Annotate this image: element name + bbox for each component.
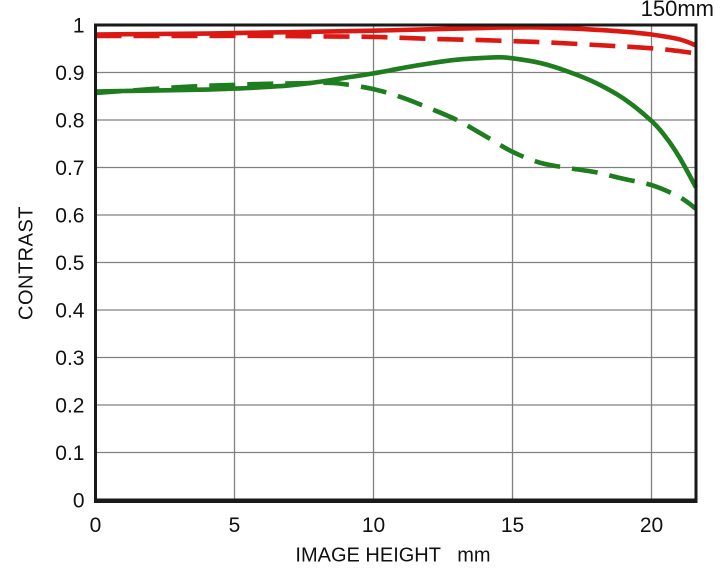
x-tick-label: 5 (229, 514, 241, 537)
x-axis-label: IMAGE HEIGHT mm (295, 544, 491, 567)
focal-length-label: 150mm (640, 0, 714, 21)
y-tick-label: 0.2 (55, 395, 84, 418)
y-tick-label: 0.4 (55, 300, 85, 323)
y-tick-label: 0.5 (55, 252, 84, 275)
curve-red-dashed (95, 33, 697, 56)
x-tick-label: 20 (640, 514, 663, 537)
y-tick-label: 0.6 (55, 205, 84, 228)
x-tick-label: 15 (501, 514, 524, 537)
y-tick-label: 0 (73, 490, 85, 513)
y-tick-label: 0.3 (55, 347, 84, 370)
y-tick-label: 0.1 (55, 442, 84, 465)
x-tick-label: 10 (362, 514, 385, 537)
y-tick-label: 0.7 (55, 157, 84, 180)
y-tick-label: 0.9 (55, 62, 84, 85)
curve-red-solid (95, 24, 697, 48)
curve-green-dashed (95, 80, 698, 211)
x-tick-label: 0 (90, 514, 102, 537)
curve-green-solid (95, 54, 698, 189)
y-tick-label: 1 (73, 15, 85, 38)
y-tick-label: 0.8 (55, 110, 84, 133)
y-axis-label: CONTRAST (15, 206, 38, 320)
